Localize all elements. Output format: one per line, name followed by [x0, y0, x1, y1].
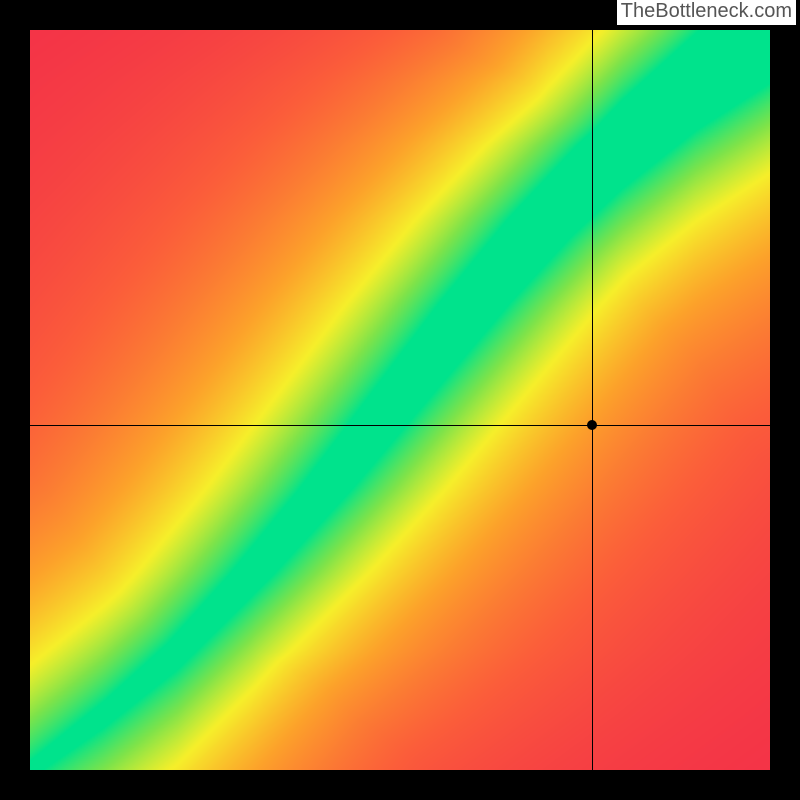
heatmap-canvas — [30, 30, 770, 770]
crosshair-horizontal — [30, 425, 770, 426]
attribution-label: TheBottleneck.com — [617, 0, 796, 25]
crosshair-vertical — [592, 30, 593, 770]
plot-area — [30, 30, 770, 770]
chart-container: TheBottleneck.com — [0, 0, 800, 800]
marker-dot — [587, 420, 597, 430]
